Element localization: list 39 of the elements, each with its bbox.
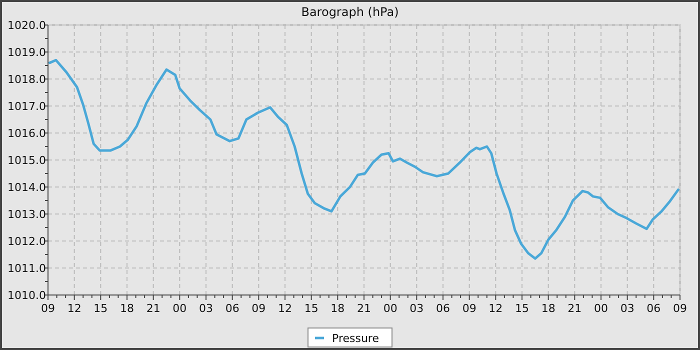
y-tick-label: 1013.0 — [8, 208, 46, 221]
x-tick-label: 21 — [357, 302, 371, 315]
x-tick-label: 12 — [488, 302, 503, 315]
x-tick-label: 18 — [541, 302, 556, 315]
x-tick-label: 09 — [673, 302, 687, 315]
x-tick-label: 09 — [41, 302, 55, 315]
y-tick-label: 1011.0 — [8, 262, 46, 275]
x-tick-label: 06 — [436, 302, 450, 315]
x-tick-label: 15 — [304, 302, 318, 315]
y-tick-label: 1019.0 — [8, 46, 46, 59]
legend-label: Pressure — [332, 332, 380, 345]
x-tick-label: 03 — [410, 302, 424, 315]
chart-title: Barograph (hPa) — [301, 5, 399, 19]
y-tick-label: 1017.0 — [8, 100, 46, 113]
y-tick-label: 1020.0 — [8, 19, 46, 32]
x-tick-label: 12 — [278, 302, 292, 315]
x-tick-label: 00 — [383, 302, 398, 315]
x-tick-label: 15 — [515, 302, 529, 315]
x-tick-label: 18 — [120, 302, 134, 315]
y-tick-label: 1018.0 — [8, 73, 46, 86]
x-tick-label: 12 — [67, 302, 82, 315]
y-tick-label: 1010.0 — [8, 289, 46, 302]
x-tick-label: 03 — [199, 302, 213, 315]
x-tick-label: 09 — [252, 302, 266, 315]
x-tick-label: 06 — [225, 302, 240, 315]
x-tick-label: 15 — [94, 302, 108, 315]
x-tick-label: 00 — [594, 302, 608, 315]
y-tick-label: 1016.0 — [8, 127, 46, 140]
x-tick-label: 21 — [146, 302, 160, 315]
x-tick-label: 09 — [462, 302, 476, 315]
x-tick-label: 18 — [330, 302, 345, 315]
x-tick-label: 03 — [620, 302, 634, 315]
line-series — [48, 58, 680, 260]
x-tick-label: 21 — [568, 302, 582, 315]
x-tick-label: 06 — [646, 302, 661, 315]
y-tick-label: 1015.0 — [8, 154, 46, 167]
y-tick-label: 1012.0 — [8, 235, 46, 248]
y-tick-label: 1014.0 — [8, 181, 46, 194]
x-tick-label: 00 — [172, 302, 187, 315]
